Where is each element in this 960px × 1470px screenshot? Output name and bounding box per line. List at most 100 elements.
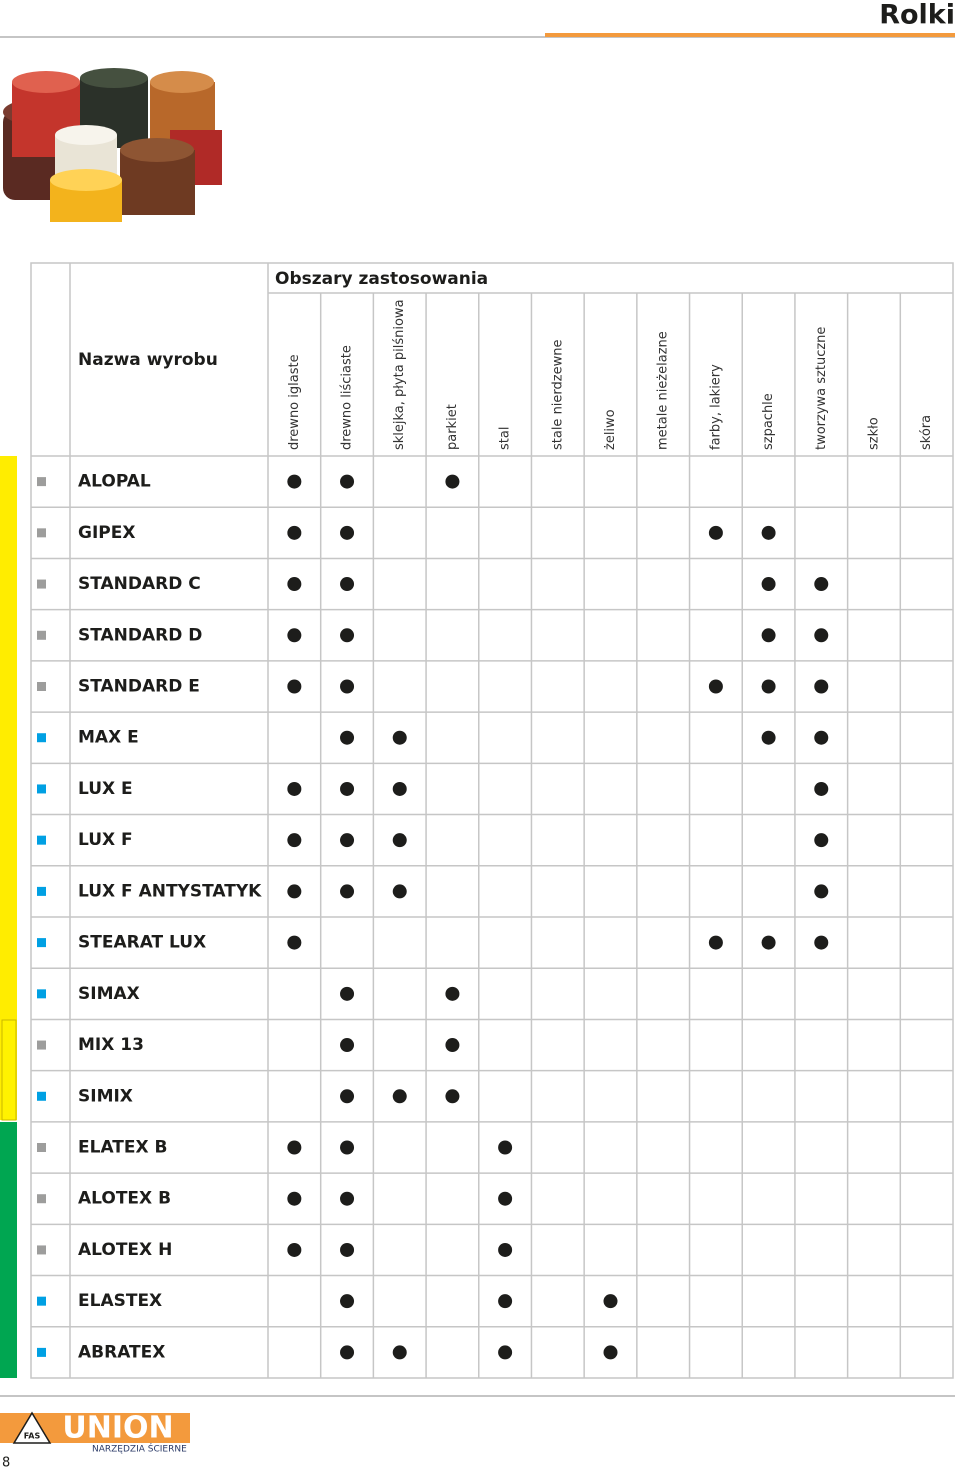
row-name: SIMAX bbox=[78, 984, 140, 1004]
use-dot bbox=[340, 1038, 355, 1053]
use-dot bbox=[814, 833, 829, 848]
row-marker bbox=[37, 784, 46, 794]
row-name: MIX 13 bbox=[78, 1035, 144, 1055]
use-dot bbox=[287, 1140, 302, 1155]
use-dot bbox=[445, 986, 460, 1001]
row-marker bbox=[37, 579, 46, 589]
column-header: parkiet bbox=[445, 404, 460, 450]
page-number: 8 bbox=[2, 1456, 10, 1470]
row-name: ELATEX B bbox=[78, 1138, 167, 1158]
use-dot bbox=[287, 884, 302, 899]
column-header: stal bbox=[498, 427, 513, 450]
row-name: LUX F bbox=[78, 830, 133, 850]
use-dot bbox=[392, 833, 407, 848]
column-header: drewno liściaste bbox=[340, 345, 355, 450]
use-dot bbox=[340, 1242, 355, 1257]
column-header: drewno iglaste bbox=[287, 354, 302, 450]
use-dot bbox=[287, 679, 302, 694]
row-marker bbox=[37, 989, 46, 999]
row-marker bbox=[37, 938, 46, 948]
use-dot bbox=[814, 781, 829, 796]
use-dot bbox=[287, 1242, 302, 1257]
band-green bbox=[0, 1122, 17, 1378]
use-dot bbox=[761, 679, 776, 694]
column-header: farby, lakiery bbox=[708, 364, 723, 450]
row-name: ABRATEX bbox=[78, 1342, 165, 1362]
row-name: MAX E bbox=[78, 728, 139, 748]
use-dot bbox=[761, 935, 776, 950]
use-dot bbox=[340, 1140, 355, 1155]
row-marker bbox=[37, 682, 46, 691]
logo: FAS UNION NARZĘDZIA ŚCIERNE bbox=[0, 1411, 190, 1455]
use-dot bbox=[340, 679, 355, 694]
use-dot bbox=[340, 1191, 355, 1206]
name-header: Nazwa wyrobu bbox=[78, 350, 218, 370]
use-dot bbox=[761, 525, 776, 540]
band-yellow bbox=[0, 456, 17, 1120]
use-dot bbox=[340, 884, 355, 899]
row-name: STANDARD D bbox=[78, 625, 202, 645]
use-dot bbox=[340, 1345, 355, 1360]
use-dot bbox=[498, 1191, 513, 1206]
use-dot bbox=[287, 935, 302, 950]
table: Obszary zastosowania Nazwa wyrobu drewno… bbox=[30, 262, 954, 1379]
use-dot bbox=[287, 577, 302, 592]
use-dot bbox=[708, 679, 723, 694]
use-dot bbox=[340, 833, 355, 848]
use-dot bbox=[708, 935, 723, 950]
row-name: LUX E bbox=[78, 779, 133, 799]
page-title: Rolki bbox=[879, 0, 955, 31]
use-dot bbox=[287, 525, 302, 540]
row-name: STEARAT LUX bbox=[78, 933, 206, 953]
column-header: sklejka, płyta pilśniowa bbox=[392, 299, 407, 450]
use-dot bbox=[498, 1242, 513, 1257]
column-header: stale nierdzewne bbox=[550, 340, 565, 451]
use-dot bbox=[814, 730, 829, 745]
use-dot bbox=[340, 986, 355, 1001]
column-header: szpachle bbox=[761, 393, 776, 450]
row-marker bbox=[37, 528, 46, 538]
use-dot bbox=[392, 730, 407, 745]
row-marker bbox=[37, 1143, 46, 1152]
row-marker bbox=[37, 835, 46, 845]
use-dot bbox=[340, 1294, 355, 1309]
row-marker bbox=[37, 1245, 46, 1255]
row-marker bbox=[37, 477, 46, 487]
use-dot bbox=[814, 935, 829, 950]
use-dot bbox=[340, 577, 355, 592]
use-dot bbox=[340, 1089, 355, 1104]
use-dot bbox=[340, 781, 355, 796]
use-dot bbox=[498, 1140, 513, 1155]
column-header: tworzywa sztuczne bbox=[814, 327, 829, 450]
use-dot bbox=[287, 628, 302, 643]
row-name: SIMIX bbox=[78, 1086, 133, 1106]
use-dot bbox=[708, 525, 723, 540]
row-name: ELASTEX bbox=[78, 1291, 162, 1311]
use-dot bbox=[287, 833, 302, 848]
use-dot bbox=[498, 1294, 513, 1309]
use-dot bbox=[814, 679, 829, 694]
row-name: LUX F ANTYSTATYK bbox=[78, 881, 262, 901]
logo-tagline: NARZĘDZIA ŚCIERNE bbox=[92, 1443, 187, 1455]
row-name: STANDARD C bbox=[78, 574, 201, 594]
row-marker bbox=[37, 1296, 46, 1306]
column-header: metale nieżelazne bbox=[656, 331, 671, 450]
use-dot bbox=[392, 1345, 407, 1360]
use-dot bbox=[445, 1038, 460, 1053]
row-marker bbox=[37, 1091, 46, 1101]
column-header: skóra bbox=[919, 415, 934, 450]
use-dot bbox=[761, 577, 776, 592]
logo-badge: FAS bbox=[24, 1432, 41, 1441]
use-dot bbox=[445, 1089, 460, 1104]
row-name: ALOTEX B bbox=[78, 1189, 171, 1209]
use-dot bbox=[287, 781, 302, 796]
use-dot bbox=[761, 628, 776, 643]
column-header: szkło bbox=[866, 417, 881, 450]
product-photo bbox=[3, 68, 222, 222]
use-dot bbox=[761, 730, 776, 745]
table-border bbox=[30, 262, 954, 1379]
group-header: Obszary zastosowania bbox=[275, 269, 488, 289]
row-marker bbox=[37, 630, 46, 640]
use-dot bbox=[340, 525, 355, 540]
